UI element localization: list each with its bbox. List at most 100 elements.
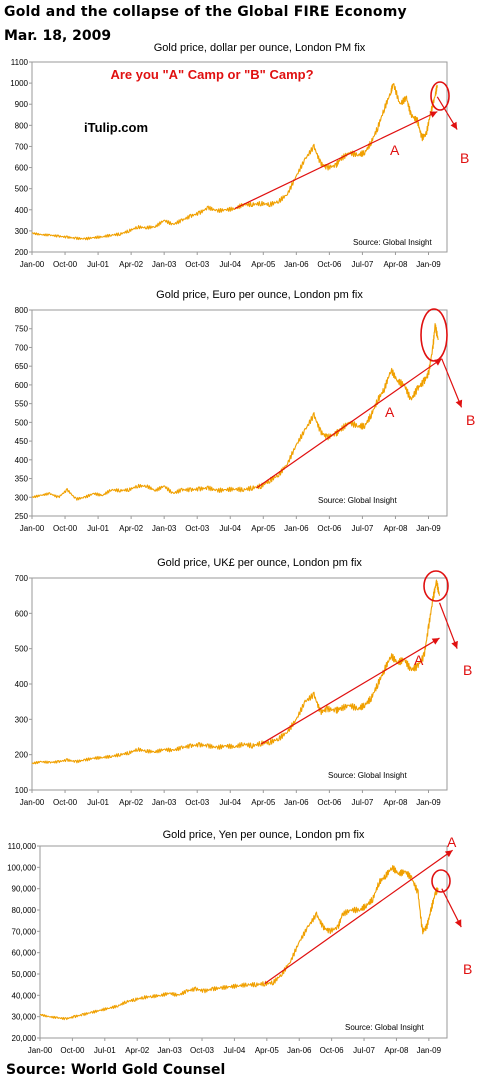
y-tick-label: 1000 xyxy=(10,79,28,88)
y-tick-label: 300 xyxy=(15,493,29,502)
trend-arrow-b xyxy=(441,888,462,928)
y-tick-label: 450 xyxy=(15,437,29,446)
y-tick-label: 60,000 xyxy=(12,949,37,958)
price-series-line xyxy=(31,323,439,501)
watermark: iTulip.com xyxy=(84,120,148,135)
arrowhead-a xyxy=(444,850,453,858)
y-tick-label: 700 xyxy=(15,574,29,583)
x-tick-label: Oct-06 xyxy=(317,524,342,533)
chart-3: Gold price, UK£ per ounce, London pm fix… xyxy=(15,557,473,807)
x-tick-label: Jul-01 xyxy=(87,798,109,807)
chart-subtitle: Are you "A" Camp or "B" Camp? xyxy=(110,67,313,82)
y-tick-label: 600 xyxy=(15,381,29,390)
y-tick-label: 800 xyxy=(15,306,29,315)
x-tick-label: Jan-06 xyxy=(287,1046,312,1055)
y-tick-label: 500 xyxy=(15,418,29,427)
annotation-label-b: B xyxy=(463,961,472,977)
y-tick-label: 800 xyxy=(15,121,29,130)
x-tick-label: Apr-08 xyxy=(383,798,408,807)
y-tick-label: 250 xyxy=(15,512,29,521)
chart-title: Gold price, UK£ per ounce, London pm fix xyxy=(157,557,362,569)
x-tick-label: Jan-03 xyxy=(152,260,177,269)
x-tick-label: Apr-05 xyxy=(251,798,276,807)
page-date: Mar. 18, 2009 xyxy=(4,28,112,44)
arrowhead-b xyxy=(454,919,462,928)
x-tick-label: Jan-00 xyxy=(20,260,45,269)
page-source: Source: World Gold Counsel xyxy=(6,1062,226,1078)
y-tick-label: 550 xyxy=(15,400,29,409)
price-series-line xyxy=(40,864,439,1021)
annotation-label-a: A xyxy=(447,834,457,850)
x-tick-label: Jan-09 xyxy=(416,798,441,807)
y-tick-label: 20,000 xyxy=(12,1034,37,1043)
annotation-label-b: B xyxy=(463,662,472,678)
x-tick-label: Apr-02 xyxy=(119,260,144,269)
y-tick-label: 40,000 xyxy=(12,991,37,1000)
x-tick-label: Apr-05 xyxy=(251,524,276,533)
x-tick-label: Oct-03 xyxy=(185,260,210,269)
x-tick-label: Jan-00 xyxy=(28,1046,53,1055)
y-tick-label: 200 xyxy=(15,751,29,760)
y-tick-label: 650 xyxy=(15,362,29,371)
y-tick-label: 110,000 xyxy=(8,842,37,851)
x-tick-label: Jan-09 xyxy=(416,524,441,533)
x-tick-label: Apr-05 xyxy=(251,260,276,269)
trend-arrow-a xyxy=(260,637,440,745)
plot-area xyxy=(31,61,448,253)
arrowhead-b xyxy=(450,121,458,130)
y-tick-label: 750 xyxy=(15,325,29,334)
x-tick-label: Jul-04 xyxy=(219,260,241,269)
annotation-label-a: A xyxy=(414,652,424,668)
chart-4: Gold price, Yen per ounce, London pm fix… xyxy=(7,829,472,1055)
y-tick-label: 500 xyxy=(15,185,29,194)
x-tick-label: Oct-06 xyxy=(317,260,342,269)
x-tick-label: Oct-06 xyxy=(317,798,342,807)
x-tick-label: Jul-07 xyxy=(352,798,374,807)
source-note: Source: Global Insight xyxy=(353,238,432,247)
x-tick-label: Jan-03 xyxy=(152,798,177,807)
x-tick-label: Jan-03 xyxy=(152,524,177,533)
arrowhead-b xyxy=(455,399,463,408)
x-tick-label: Apr-02 xyxy=(125,1046,150,1055)
x-tick-label: Apr-08 xyxy=(383,260,408,269)
highlight-circle xyxy=(420,308,448,362)
price-series-line xyxy=(31,579,441,765)
x-tick-label: Oct-00 xyxy=(60,1046,85,1055)
source-note: Source: Global Insight xyxy=(328,771,407,780)
y-tick-label: 70,000 xyxy=(12,927,37,936)
x-tick-label: Jul-04 xyxy=(224,1046,246,1055)
highlight-circle xyxy=(423,570,449,602)
y-tick-label: 100 xyxy=(15,786,29,795)
y-tick-label: 350 xyxy=(15,475,29,484)
x-tick-label: Oct-00 xyxy=(53,524,78,533)
chart-title: Gold price, Euro per ounce, London pm fi… xyxy=(156,289,363,301)
y-tick-label: 90,000 xyxy=(12,885,37,894)
x-tick-label: Jul-07 xyxy=(352,260,374,269)
y-tick-label: 900 xyxy=(15,100,29,109)
y-tick-label: 400 xyxy=(15,206,29,215)
x-tick-label: Jul-04 xyxy=(219,798,241,807)
chart-title: Gold price, Yen per ounce, London pm fix xyxy=(163,829,365,841)
y-tick-label: 700 xyxy=(15,343,29,352)
y-tick-label: 400 xyxy=(15,680,29,689)
highlight-circle xyxy=(430,81,450,111)
x-tick-label: Oct-03 xyxy=(185,798,210,807)
y-tick-label: 300 xyxy=(15,715,29,724)
trend-arrow-b xyxy=(438,602,458,649)
y-tick-label: 200 xyxy=(15,248,29,257)
x-tick-label: Apr-08 xyxy=(384,1046,409,1055)
x-tick-label: Jul-07 xyxy=(352,524,374,533)
x-tick-label: Oct-03 xyxy=(185,524,210,533)
x-tick-label: Jul-07 xyxy=(353,1046,375,1055)
chart-2: Gold price, Euro per ounce, London pm fi… xyxy=(15,289,476,533)
x-tick-label: Oct-00 xyxy=(53,260,78,269)
trend-arrow-b xyxy=(441,358,463,408)
x-tick-label: Jan-06 xyxy=(284,260,309,269)
y-tick-label: 30,000 xyxy=(12,1013,37,1022)
x-tick-label: Jan-00 xyxy=(20,798,45,807)
y-tick-label: 600 xyxy=(15,164,29,173)
x-tick-label: Apr-08 xyxy=(383,524,408,533)
x-tick-label: Jan-09 xyxy=(416,260,441,269)
arrowhead-b xyxy=(451,640,458,649)
trend-arrow-a xyxy=(256,358,443,489)
